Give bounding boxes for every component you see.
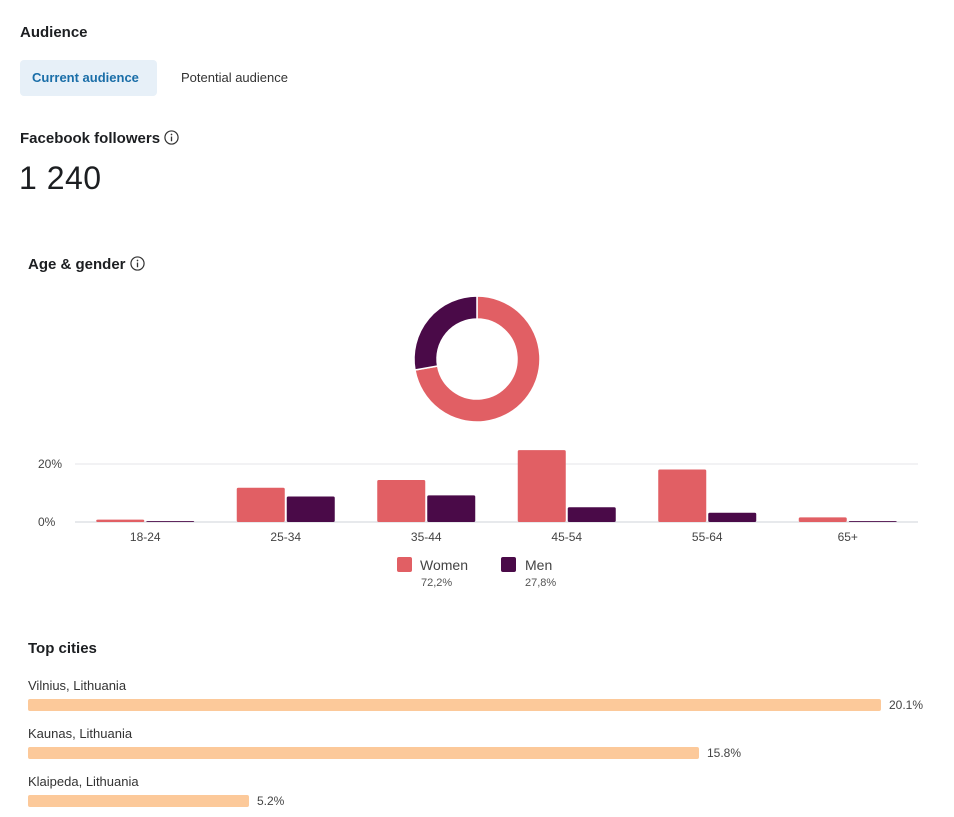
bar-men-55-64[interactable] bbox=[708, 512, 757, 522]
city-percent: 20.1% bbox=[889, 698, 924, 712]
city-bar bbox=[28, 699, 881, 711]
tab-potential-audience[interactable]: Potential audience bbox=[181, 70, 288, 85]
gender-donut-chart bbox=[413, 295, 541, 423]
legend-men-label: Men bbox=[525, 557, 553, 573]
age-gender-label: Age & gender bbox=[28, 256, 126, 273]
y-tick-label: 20% bbox=[38, 457, 62, 471]
legend-women-label: Women bbox=[420, 557, 468, 573]
info-icon[interactable] bbox=[129, 256, 145, 271]
bar-men-45-54[interactable] bbox=[567, 507, 616, 522]
top-cities-heading: Top cities bbox=[28, 640, 97, 657]
bar-women-55-64[interactable] bbox=[658, 469, 707, 522]
legend-men-swatch bbox=[501, 557, 516, 572]
bar-women-45-54[interactable] bbox=[517, 450, 566, 522]
followers-heading: Facebook followers bbox=[20, 130, 179, 147]
bar-women-35-44[interactable] bbox=[377, 479, 426, 522]
page-title: Audience bbox=[20, 24, 88, 41]
x-tick-label: 65+ bbox=[838, 530, 858, 544]
city-label: Vilnius, Lithuania bbox=[28, 678, 127, 693]
followers-count: 1 240 bbox=[19, 160, 102, 196]
donut-slice-women[interactable] bbox=[414, 295, 541, 423]
city-bar bbox=[28, 795, 249, 807]
bar-women-65+[interactable] bbox=[798, 517, 847, 522]
info-icon[interactable] bbox=[164, 130, 179, 145]
x-tick-label: 55-64 bbox=[692, 530, 723, 544]
city-percent: 5.2% bbox=[257, 794, 285, 808]
city-label: Klaipeda, Lithuania bbox=[28, 774, 139, 789]
city-percent: 15.8% bbox=[707, 746, 742, 760]
legend-women-swatch bbox=[397, 557, 412, 572]
x-tick-label: 45-54 bbox=[551, 530, 582, 544]
tab-current-audience[interactable]: Current audience bbox=[20, 60, 157, 96]
bar-women-25-34[interactable] bbox=[236, 487, 285, 522]
x-tick-label: 25-34 bbox=[270, 530, 301, 544]
followers-label: Facebook followers bbox=[20, 130, 161, 147]
legend-men-percent: 27,8% bbox=[525, 577, 557, 589]
age-bar-chart: 0% 20% 18-24 25-34 35-44 45-54 55-64 65+ bbox=[38, 450, 918, 544]
bar-men-25-34[interactable] bbox=[286, 496, 335, 522]
donut-slice-men[interactable] bbox=[413, 295, 478, 371]
age-gender-heading: Age & gender bbox=[28, 256, 145, 273]
x-tick-label: 18-24 bbox=[130, 530, 161, 544]
city-bar bbox=[28, 747, 699, 759]
legend-women-percent: 72,2% bbox=[421, 577, 453, 589]
bar-men-35-44[interactable] bbox=[427, 495, 476, 522]
y-tick-label: 0% bbox=[38, 515, 56, 529]
bar-women-18-24[interactable] bbox=[96, 519, 145, 522]
bar-men-18-24[interactable] bbox=[146, 521, 195, 522]
city-label: Kaunas, Lithuania bbox=[28, 726, 133, 741]
x-tick-label: 35-44 bbox=[411, 530, 442, 544]
bar-men-65+[interactable] bbox=[848, 521, 897, 522]
